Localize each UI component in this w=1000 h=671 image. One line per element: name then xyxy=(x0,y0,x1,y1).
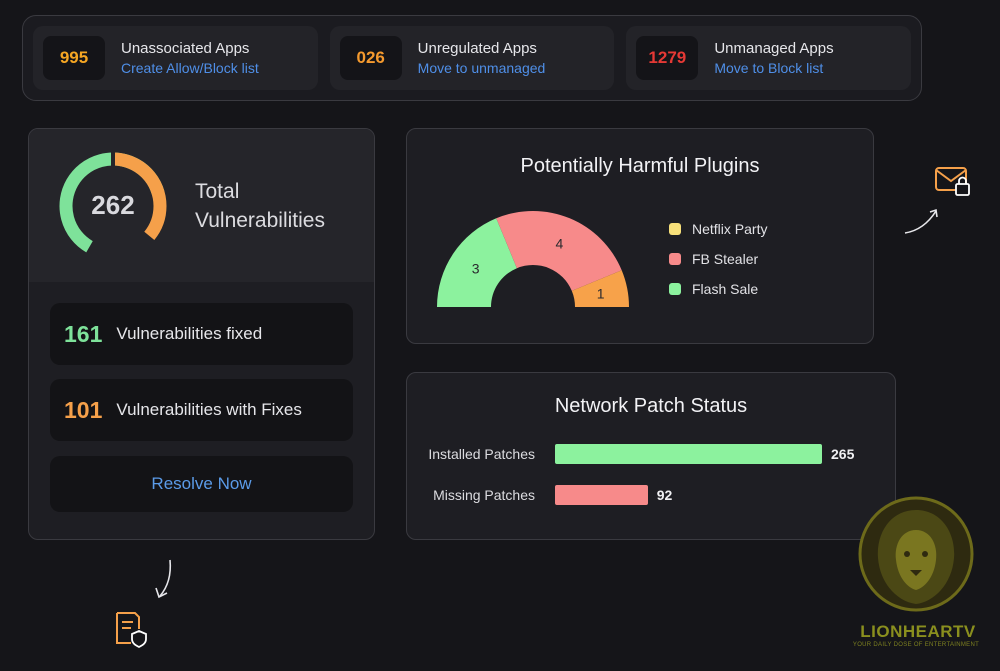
plugin-slice-value-label: 3 xyxy=(472,261,480,277)
vulnerabilities-donut: 262 xyxy=(57,150,169,262)
patch-status-title: Network Patch Status xyxy=(554,395,748,417)
stat-card-unregulated: 026 Unregulated Apps Move to unmanaged xyxy=(329,26,615,90)
plugin-slice-value-label: 1 xyxy=(597,286,605,302)
legend-swatch xyxy=(669,223,681,235)
vulnerabilities-header: 262 Total Vulnerabilities xyxy=(29,129,374,282)
total-title-line1: Total xyxy=(195,179,240,203)
plugin-slice-netflix-party xyxy=(571,270,629,307)
watermark-tagline: YOUR DAILY DOSE OF ENTERTAINMENT xyxy=(852,642,980,648)
network-patch-status-panel: Network Patch Status Installed Patches 2… xyxy=(406,372,896,540)
curved-arrow-down-icon xyxy=(155,559,172,599)
curved-arrow-icon xyxy=(904,208,938,234)
lion-logo-icon xyxy=(858,496,974,612)
total-title-line2: Vulnerabilities xyxy=(195,208,325,232)
installed-patches-value: 265 xyxy=(831,446,855,462)
plugins-title: Potentially Harmful Plugins xyxy=(520,155,760,177)
plugin-slice-flash-sale xyxy=(437,218,517,307)
stat-title: Unmanaged Apps xyxy=(714,40,834,57)
resolve-now-button[interactable]: Resolve Now xyxy=(50,456,353,512)
app-stats-bar: 995 Unassociated Apps Create Allow/Block… xyxy=(22,15,922,101)
stat-card-unassociated: 995 Unassociated Apps Create Allow/Block… xyxy=(33,26,318,90)
legend-item: Flash Sale xyxy=(669,281,767,297)
plugin-slice-value-label: 4 xyxy=(556,235,564,251)
stat-title: Unassociated Apps xyxy=(121,40,250,57)
stat-card-unmanaged: 1279 Unmanaged Apps Move to Block list xyxy=(626,26,912,90)
document-shield-icon xyxy=(116,612,147,648)
stat-value: 1279 xyxy=(636,36,699,80)
installed-patches-bar xyxy=(555,444,822,464)
legend-swatch xyxy=(669,283,681,295)
legend-label: Flash Sale xyxy=(692,281,759,297)
legend-swatch xyxy=(669,253,681,265)
stat-title: Unregulated Apps xyxy=(417,40,537,57)
lionheartv-watermark: LIONHEARTV YOUR DAILY DOSE OF ENTERTAINM… xyxy=(846,492,986,662)
patch-row-installed: Installed Patches 265 xyxy=(407,443,895,465)
with-fixes-count: 101 xyxy=(64,396,103,423)
patch-row-missing: Missing Patches 92 xyxy=(407,484,895,506)
move-to-unmanaged-link[interactable]: Move to unmanaged xyxy=(417,60,546,76)
stat-value: 026 xyxy=(339,36,402,80)
legend-item: Netflix Party xyxy=(669,221,767,237)
vulnerabilities-with-fixes-row: 101 Vulnerabilities with Fixes xyxy=(50,379,353,441)
fixed-label: Vulnerabilities fixed xyxy=(116,324,263,343)
move-to-block-list-link[interactable]: Move to Block list xyxy=(714,60,824,76)
vulnerabilities-panel: 262 Total Vulnerabilities 161 Vulnerabil… xyxy=(28,128,375,540)
plugins-legend: Netflix Party FB Stealer Flash Sale xyxy=(669,221,767,297)
harmful-plugins-panel: Potentially Harmful Plugins 3 4 1 Netflix … xyxy=(406,128,874,344)
missing-patches-bar xyxy=(555,485,648,505)
legend-item: FB Stealer xyxy=(669,251,767,267)
legend-label: FB Stealer xyxy=(692,251,759,267)
plugins-semi-donut-chart: 3 4 1 xyxy=(437,211,629,307)
patch-label: Missing Patches xyxy=(433,487,535,503)
vulnerabilities-fixed-row: 161 Vulnerabilities fixed xyxy=(50,303,353,365)
total-vulnerabilities-value: 262 xyxy=(91,190,135,220)
create-allow-block-list-link[interactable]: Create Allow/Block list xyxy=(121,60,259,76)
with-fixes-label: Vulnerabilities with Fixes xyxy=(116,400,302,419)
legend-label: Netflix Party xyxy=(692,221,768,237)
stat-value: 995 xyxy=(43,36,105,80)
patch-label: Installed Patches xyxy=(428,446,535,462)
missing-patches-value: 92 xyxy=(656,487,673,503)
watermark-name: LIONHEARTV xyxy=(860,622,976,641)
fixed-count: 161 xyxy=(64,320,103,347)
mail-lock-icon xyxy=(935,167,970,196)
plugin-slice-fb-stealer xyxy=(496,211,622,291)
